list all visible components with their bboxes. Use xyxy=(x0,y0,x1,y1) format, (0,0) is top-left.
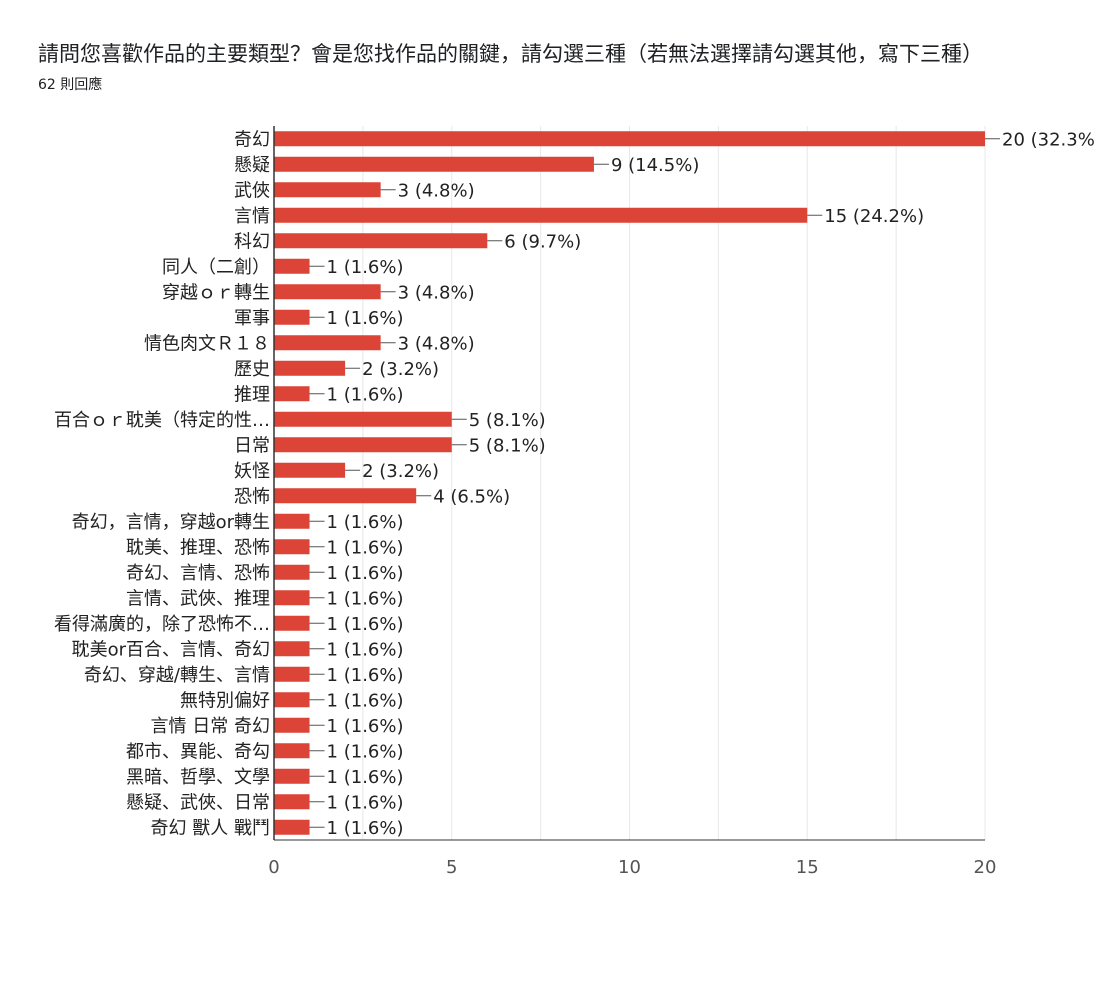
data-label: 5 (8.1%) xyxy=(469,410,546,431)
data-label: 1 (1.6%) xyxy=(327,614,404,635)
data-label: 3 (4.8%) xyxy=(398,180,475,201)
data-label: 20 (32.3% xyxy=(1002,129,1095,150)
category-label: 情色肉文Ｒ１８ xyxy=(144,333,270,354)
bar xyxy=(274,131,985,147)
data-label: 2 (3.2%) xyxy=(362,461,439,482)
data-label: 1 (1.6%) xyxy=(327,563,404,584)
data-label: 1 (1.6%) xyxy=(327,588,404,609)
bar xyxy=(274,182,381,198)
bar xyxy=(274,717,310,733)
category-label: 奇幻、言情、恐怖 xyxy=(126,563,270,584)
bar xyxy=(274,590,310,606)
category-label: 妖怪 xyxy=(234,461,270,482)
data-label: 1 (1.6%) xyxy=(327,741,404,762)
category-label: 百合ｏｒ耽美（特定的性… xyxy=(54,410,270,431)
bar xyxy=(274,641,310,657)
x-tick-label: 10 xyxy=(618,857,641,878)
bar xyxy=(274,462,346,478)
category-label: 言情 xyxy=(234,206,270,227)
bar xyxy=(274,309,310,325)
data-label: 1 (1.6%) xyxy=(327,665,404,686)
data-label: 1 (1.6%) xyxy=(327,767,404,788)
x-tick-label: 20 xyxy=(974,857,997,878)
bar xyxy=(274,411,452,427)
bar xyxy=(274,513,310,529)
bar xyxy=(274,615,310,631)
data-label: 2 (3.2%) xyxy=(362,359,439,380)
category-label: 奇幻 獸人 戰鬥 xyxy=(151,818,270,839)
x-tick-label: 0 xyxy=(268,857,279,878)
data-label: 1 (1.6%) xyxy=(327,792,404,813)
data-label: 9 (14.5%) xyxy=(611,155,699,176)
category-label: 推理 xyxy=(234,384,270,405)
category-label: 言情 日常 奇幻 xyxy=(151,716,270,737)
data-label: 4 (6.5%) xyxy=(433,486,510,507)
bar xyxy=(274,819,310,835)
category-label: 耽美or百合、言情、奇幻 xyxy=(72,639,270,660)
bar xyxy=(274,743,310,759)
category-label: 歷史 xyxy=(234,359,270,380)
response-count: 62 則回應 xyxy=(38,77,103,93)
bar xyxy=(274,386,310,402)
bar xyxy=(274,437,452,453)
category-label: 都市、異能、奇勾 xyxy=(126,741,270,762)
data-label: 1 (1.6%) xyxy=(327,257,404,278)
bar xyxy=(274,692,310,708)
data-label: 1 (1.6%) xyxy=(327,512,404,533)
data-label: 15 (24.2%) xyxy=(824,206,924,227)
data-label: 1 (1.6%) xyxy=(327,690,404,711)
data-label: 3 (4.8%) xyxy=(398,333,475,354)
bar xyxy=(274,258,310,274)
data-label: 5 (8.1%) xyxy=(469,435,546,456)
bar xyxy=(274,360,346,376)
category-label: 懸疑、武俠、日常 xyxy=(126,792,270,813)
category-label: 日常 xyxy=(234,435,270,456)
category-label: 黑暗、哲學、文學 xyxy=(126,767,270,788)
category-label: 無特別偏好 xyxy=(180,690,270,711)
data-label: 6 (9.7%) xyxy=(504,231,581,252)
category-label: 恐怖 xyxy=(234,486,270,507)
category-label: 言情、武俠、推理 xyxy=(126,588,270,609)
bar xyxy=(274,207,808,223)
category-label: 軍事 xyxy=(234,308,270,329)
bar xyxy=(274,488,417,504)
data-label: 3 (4.8%) xyxy=(398,282,475,303)
bar xyxy=(274,156,594,172)
data-label: 1 (1.6%) xyxy=(327,639,404,660)
bar xyxy=(274,768,310,784)
bar xyxy=(274,564,310,580)
chart-title: 請問您喜歡作品的主要類型？會是您找作品的關鍵，請勾選三種（若無法選擇請勾選其他，… xyxy=(38,42,983,66)
category-label: 耽美、推理、恐怖 xyxy=(126,537,270,558)
category-label: 科幻 xyxy=(234,231,270,252)
bar xyxy=(274,794,310,810)
bar xyxy=(274,335,381,351)
data-label: 1 (1.6%) xyxy=(327,384,404,405)
bar xyxy=(274,233,488,249)
data-label: 1 (1.6%) xyxy=(327,716,404,737)
data-label: 1 (1.6%) xyxy=(327,308,404,329)
category-label: 奇幻、穿越/轉生、言情 xyxy=(84,665,270,686)
category-label: 武俠 xyxy=(234,180,270,201)
category-label: 奇幻 xyxy=(234,129,270,150)
category-label: 奇幻，言情，穿越or轉生 xyxy=(72,512,270,533)
x-tick-label: 15 xyxy=(796,857,819,878)
bar xyxy=(274,284,381,300)
category-label: 看得滿廣的，除了恐怖不… xyxy=(54,614,270,635)
data-label: 1 (1.6%) xyxy=(327,818,404,839)
category-label: 同人（二創） xyxy=(162,257,270,278)
x-tick-label: 5 xyxy=(446,857,457,878)
bar xyxy=(274,666,310,682)
category-label: 穿越ｏｒ轉生 xyxy=(162,282,270,303)
bar xyxy=(274,539,310,555)
category-label: 懸疑 xyxy=(234,155,270,176)
data-label: 1 (1.6%) xyxy=(327,537,404,558)
